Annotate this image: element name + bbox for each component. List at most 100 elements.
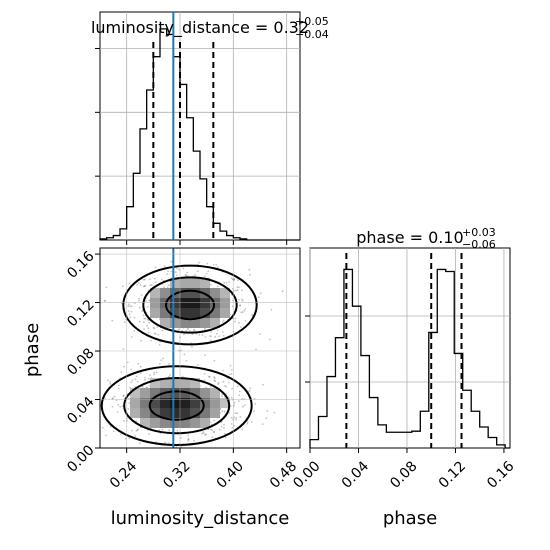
sample-point xyxy=(127,310,130,312)
density-cell xyxy=(170,278,180,288)
x-tick-label: 0.16 xyxy=(484,458,517,491)
y-axis-label-phase: phase xyxy=(22,323,43,377)
sample-point xyxy=(187,328,190,330)
sample-point xyxy=(236,412,239,415)
sample-point xyxy=(130,336,133,338)
sample-point xyxy=(228,373,231,376)
sample-point xyxy=(198,334,201,336)
sample-point xyxy=(224,432,226,435)
sample-point xyxy=(128,402,131,404)
sample-point xyxy=(238,390,241,393)
density-cell xyxy=(140,418,150,428)
sample-point xyxy=(170,270,173,273)
sample-point xyxy=(265,417,268,420)
density-cell xyxy=(200,298,210,308)
sample-point xyxy=(262,383,265,386)
contour-line xyxy=(148,390,205,421)
sample-point xyxy=(168,284,170,286)
sample-point xyxy=(230,369,233,371)
sample-point xyxy=(215,263,218,266)
density-cell xyxy=(170,408,180,418)
sample-point xyxy=(233,278,236,280)
sample-point xyxy=(143,278,146,281)
sample-point xyxy=(227,381,230,384)
sample-point xyxy=(130,310,133,313)
sample-point xyxy=(239,416,242,418)
sample-point xyxy=(224,436,227,439)
y-ticks: 0.00 0.04 0.08 0.12 0.16 xyxy=(64,248,100,476)
sample-point xyxy=(185,274,188,276)
density-cell xyxy=(200,388,210,398)
sample-point xyxy=(143,317,146,320)
tick-marks xyxy=(305,315,310,383)
density-cell xyxy=(140,408,150,418)
sample-point xyxy=(128,437,131,440)
sample-point xyxy=(229,405,232,407)
sample-point xyxy=(130,305,133,308)
sample-point xyxy=(204,354,207,356)
sample-point xyxy=(128,313,131,315)
density-cell xyxy=(210,388,220,398)
density-cell xyxy=(190,288,200,298)
sample-point xyxy=(131,379,134,382)
density-cell xyxy=(200,318,210,328)
panel-joint-2d-histogram: 0.24 0.32 0.40 0.48 0.000.040.080.120.16 lu… xyxy=(22,247,301,529)
sample-point xyxy=(183,333,185,336)
sample-point xyxy=(127,408,130,410)
sample-point xyxy=(101,426,104,429)
sample-point xyxy=(235,417,238,419)
sample-point xyxy=(233,416,236,419)
sample-point xyxy=(177,328,180,331)
density-cell xyxy=(160,318,170,328)
sample-point xyxy=(156,326,159,328)
sample-point xyxy=(240,311,243,314)
sample-point xyxy=(230,416,233,419)
density-cell xyxy=(160,418,170,428)
density-cell xyxy=(170,398,180,408)
sample-point xyxy=(211,429,214,432)
density-cell xyxy=(160,288,170,298)
density-cell xyxy=(190,378,200,388)
density-cell xyxy=(210,298,220,308)
title-value: 0.32 xyxy=(273,18,309,37)
title-plus: +0.03 xyxy=(462,226,496,239)
sample-point xyxy=(142,321,145,323)
sample-point xyxy=(223,410,226,413)
tick-marks xyxy=(95,47,288,245)
sample-point xyxy=(181,329,184,332)
sample-point xyxy=(139,442,141,445)
density-cell xyxy=(170,388,180,398)
sample-point xyxy=(134,435,137,437)
sample-point xyxy=(216,285,219,288)
sample-point xyxy=(147,319,150,322)
sample-point xyxy=(183,353,186,356)
sample-point xyxy=(209,385,212,388)
sample-point xyxy=(222,319,225,322)
sample-point xyxy=(249,387,252,390)
sample-point xyxy=(244,308,247,310)
sample-point xyxy=(109,380,111,383)
sample-point xyxy=(281,290,284,293)
density-cell xyxy=(190,398,200,408)
sample-point xyxy=(209,421,212,424)
sample-point xyxy=(202,432,205,435)
sample-point xyxy=(148,385,151,387)
sample-point xyxy=(254,403,257,405)
density-cell xyxy=(200,408,210,418)
sample-point xyxy=(257,296,260,299)
sample-point xyxy=(147,377,150,380)
sample-point xyxy=(160,359,163,362)
sample-point xyxy=(209,283,212,286)
sample-point xyxy=(153,371,156,374)
sample-point xyxy=(140,294,143,296)
sample-point xyxy=(204,434,207,436)
density-cell xyxy=(150,288,160,298)
contour-line xyxy=(122,264,258,346)
sample-point xyxy=(193,329,196,332)
sample-point xyxy=(162,357,165,360)
grid-lines xyxy=(100,12,300,240)
sample-point xyxy=(202,431,205,433)
sample-point xyxy=(248,268,251,271)
title-phase: phase = 0.10 xyxy=(356,228,463,247)
density-cell xyxy=(180,408,190,418)
